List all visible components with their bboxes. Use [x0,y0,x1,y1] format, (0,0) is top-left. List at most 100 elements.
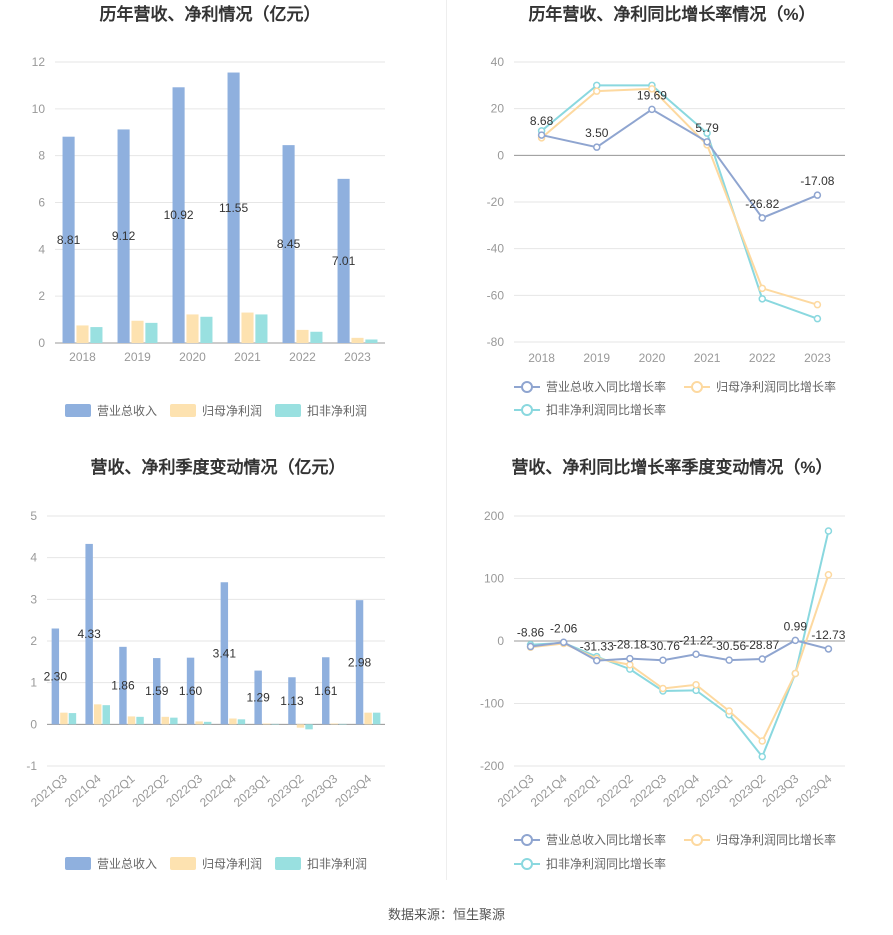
data-point [593,87,601,95]
bar-deducted-profit [365,339,378,343]
panel-divider [446,0,447,880]
legend-swatch [65,404,91,417]
bar-revenue [85,543,93,725]
bar-deducted-profit [255,314,268,343]
bar-net-profit [186,314,199,343]
y-tick-label: 6 [38,196,45,210]
data-point [626,661,634,669]
y-tick-label: 2 [38,289,45,303]
x-tick-label: 2023Q4 [793,771,835,809]
data-label: -8.86 [517,626,545,640]
y-tick-label: -1 [26,759,37,773]
x-tick-label: 2022Q4 [197,771,239,809]
legend-marker [521,858,533,870]
x-tick-label: 2023Q3 [299,771,341,809]
data-point [659,684,667,693]
x-tick-label: 2018 [69,350,96,364]
quarter-growth-chart: 营收、净利同比增长率季度变动情况（%） -200 -100 0 100 200 2021Q3… [447,448,893,888]
y-tick-label: 40 [491,55,505,69]
bar-net-profit [93,704,102,725]
x-tick-label: 2022Q1 [561,771,603,809]
bar-deducted-profit [170,717,178,725]
data-label: -28.87 [745,638,779,652]
legend-swatch [275,857,301,870]
data-point [692,681,700,689]
bar-revenue [288,677,296,725]
data-label: 3.41 [213,646,237,660]
legend-label: 归母净利润同比增长率 [716,379,836,394]
bar-revenue [337,178,350,343]
data-point [703,129,711,137]
x-tick-label: 2022Q2 [594,771,636,809]
bar-deducted-profit [90,327,103,343]
x-tick-label: 2022Q3 [163,771,205,809]
legend-label: 营业总收入同比增长率 [546,379,666,394]
data-point [813,191,822,199]
x-tick-label: 2023Q2 [726,771,768,809]
y-tick-label: 12 [32,55,46,69]
x-tick-label: 2021Q3 [28,771,70,809]
bar-revenue [51,628,60,725]
x-tick-label: 2022Q2 [130,771,172,809]
x-tick-label: 2023Q2 [265,771,307,809]
data-label: 1.13 [280,694,304,708]
x-tick-label: 2021Q4 [528,771,570,809]
data-label: 0.99 [784,619,808,633]
x-tick-label: 2023Q1 [693,771,735,809]
data-source: 数据来源：恒生聚源 [387,907,505,922]
bar-net-profit [76,325,89,343]
bar-net-profit [364,712,372,725]
x-tick-label: 2019 [583,351,610,365]
x-tick-label: 2023Q1 [231,771,273,809]
data-point [648,105,656,114]
y-tick-label: 0 [497,634,504,648]
data-point [559,638,568,647]
bar-net-profit [296,329,309,343]
series-line-revenue [530,639,829,662]
data-label: 7.01 [332,254,356,268]
chart-title: 营收、净利同比增长率季度变动情况（%） [511,457,832,477]
data-point [692,650,700,659]
data-point [758,655,766,663]
legend-label: 扣非净利润 [307,857,367,871]
series-line-revenue [541,108,818,220]
legend-marker [691,381,703,393]
bar-net-profit [351,337,364,343]
x-tick-label: 2022 [749,351,776,365]
bar-deducted-profit [310,331,323,343]
x-tick-label: 2021 [694,351,721,365]
x-tick-label: 2021Q3 [495,771,537,809]
data-label: 1.59 [145,684,169,698]
x-tick-label: 2023Q3 [760,771,802,809]
y-tick-label: -40 [487,242,505,256]
bar-net-profit [127,716,136,725]
bar-deducted-profit [237,719,246,725]
quarter-bar-chart: 营收、净利季度变动情况（亿元） -1 0 1 2 3 4 5 2021Q3 2021Q4 2022Q… [0,448,446,888]
x-tick-label: 2022Q3 [627,771,669,809]
bar-revenue [355,600,364,725]
annual-growth-chart: 历年营收、净利同比增长率情况（%） -80 -60 -40 -20 0 20 40 2018 20… [447,0,893,430]
x-tick-label: 2020 [639,351,666,365]
data-label: -21.22 [679,633,713,647]
x-tick-label: 2021 [234,350,261,364]
data-point [725,656,733,664]
data-point [703,138,711,146]
data-point [593,143,601,151]
data-label: 10.92 [164,208,194,222]
bar-revenue [117,129,130,343]
bar-revenue [282,145,295,343]
legend-marker [521,834,533,846]
data-point [725,707,733,715]
bar-deducted-profit [102,705,110,725]
y-tick-label: 8 [38,149,45,163]
data-point [526,642,535,651]
data-point [813,314,822,323]
legend-marker [521,381,533,393]
bar-net-profit [161,716,170,725]
bar-net-profit [241,312,254,343]
series-line-net-profit [540,87,818,306]
data-label: 3.50 [585,126,609,140]
bar-revenue [254,670,262,725]
bar-deducted-profit [136,716,144,725]
bar-net-profit [195,721,203,725]
